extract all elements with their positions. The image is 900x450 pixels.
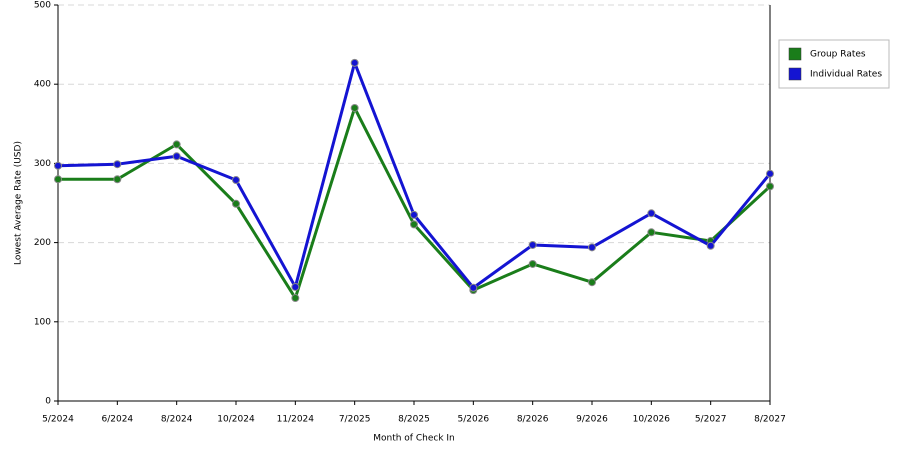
point bbox=[528, 259, 537, 268]
point bbox=[766, 169, 774, 178]
y-tick-label: 300 bbox=[34, 159, 51, 169]
x-tick-label: 7/2025 bbox=[339, 415, 371, 425]
point bbox=[410, 220, 418, 229]
point bbox=[469, 283, 478, 292]
y-axis-label: Lowest Average Rate (USD) bbox=[14, 141, 24, 265]
x-tick-label: 5/2026 bbox=[457, 415, 489, 425]
x-tick-label: 8/2025 bbox=[398, 415, 430, 425]
x-tick-label: 11/2024 bbox=[277, 415, 315, 425]
point bbox=[647, 209, 656, 218]
point bbox=[766, 182, 774, 191]
point bbox=[588, 243, 596, 252]
point bbox=[291, 282, 300, 291]
point bbox=[172, 152, 181, 161]
x-tick-label: 8/2027 bbox=[754, 415, 786, 425]
point bbox=[113, 175, 122, 184]
x-tick-label: 10/2026 bbox=[633, 415, 671, 425]
point bbox=[528, 240, 537, 249]
point bbox=[291, 294, 300, 303]
point bbox=[410, 210, 418, 219]
y-tick-label: 0 bbox=[45, 397, 51, 407]
legend-label: Group Rates bbox=[810, 50, 866, 60]
series-line bbox=[58, 106, 772, 300]
x-axis-label: Month of Check In bbox=[373, 434, 455, 444]
x-tick-label: 6/2024 bbox=[101, 415, 133, 425]
point bbox=[232, 199, 240, 208]
x-tick-label: 5/2027 bbox=[695, 415, 727, 425]
series-line bbox=[57, 61, 772, 290]
point bbox=[113, 160, 122, 169]
point bbox=[232, 176, 240, 185]
y-tick-label: 100 bbox=[34, 317, 51, 327]
x-tick-label: 9/2026 bbox=[576, 415, 608, 425]
y-tick-label: 200 bbox=[34, 238, 51, 248]
x-tick-label: 10/2024 bbox=[217, 415, 255, 425]
x-tick-label: 8/2026 bbox=[517, 415, 549, 425]
point bbox=[172, 140, 181, 149]
legend-label: Individual Rates bbox=[810, 70, 882, 80]
point bbox=[54, 175, 62, 184]
legend-swatch bbox=[788, 47, 802, 61]
legend-box bbox=[778, 39, 890, 89]
y-tick-label: 400 bbox=[34, 80, 51, 90]
x-tick-label: 8/2024 bbox=[161, 415, 193, 425]
point bbox=[588, 278, 596, 287]
y-tick-label: 500 bbox=[34, 1, 51, 11]
point bbox=[706, 241, 715, 250]
point bbox=[647, 228, 656, 237]
point bbox=[350, 58, 359, 67]
x-tick-label: 5/2024 bbox=[42, 415, 74, 425]
legend-swatch bbox=[788, 67, 802, 81]
point bbox=[54, 161, 62, 170]
point bbox=[350, 103, 359, 112]
